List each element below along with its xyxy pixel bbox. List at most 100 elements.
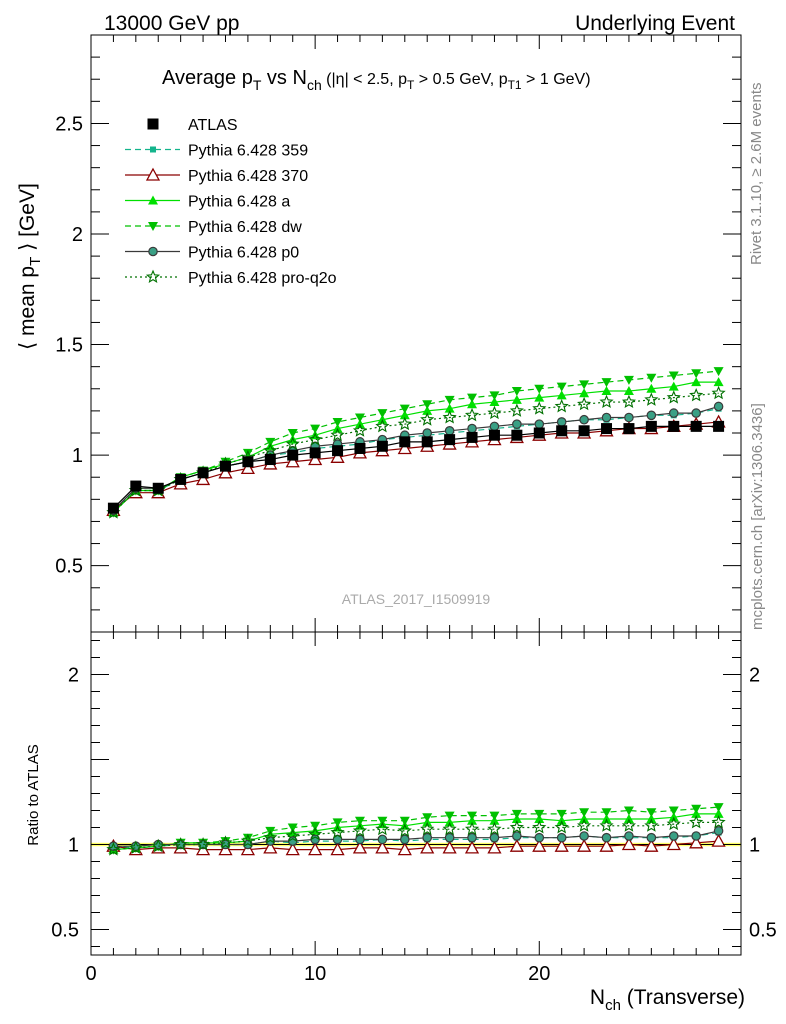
series-line xyxy=(113,813,719,851)
data-point xyxy=(601,412,612,423)
data-point xyxy=(534,384,545,394)
data-point xyxy=(397,823,412,837)
data-point xyxy=(263,443,278,457)
data-point xyxy=(422,405,433,415)
data-point xyxy=(623,806,634,816)
data-point xyxy=(467,423,477,434)
data-point xyxy=(668,371,679,381)
analysis-watermark: ATLAS_2017_I1509919 xyxy=(342,591,491,607)
data-point xyxy=(489,421,500,432)
data-point xyxy=(242,456,254,468)
data-point xyxy=(711,385,726,400)
data-point xyxy=(330,449,345,463)
data-point xyxy=(444,434,456,446)
data-point xyxy=(130,480,142,492)
data-point xyxy=(420,840,435,854)
data-point xyxy=(195,837,211,851)
data-point xyxy=(399,834,410,845)
data-point xyxy=(310,821,321,831)
data-point xyxy=(601,378,612,388)
data-point xyxy=(175,473,187,485)
data-point xyxy=(599,838,614,852)
legend-entry: Pythia 6.428 370 xyxy=(125,167,308,185)
data-point xyxy=(646,383,657,393)
series-3 xyxy=(108,367,724,518)
data-point xyxy=(397,842,412,856)
data-point xyxy=(377,409,388,419)
data-point xyxy=(285,828,300,843)
data-point xyxy=(128,840,143,854)
data-point xyxy=(352,840,368,854)
data-point xyxy=(601,808,612,818)
data-point xyxy=(644,392,659,406)
data-point xyxy=(442,840,457,854)
data-point xyxy=(646,410,657,421)
data-point xyxy=(263,830,278,844)
data-point xyxy=(624,831,634,841)
data-point xyxy=(264,454,276,466)
data-point xyxy=(713,367,724,377)
series-line xyxy=(113,421,719,511)
data-point xyxy=(489,391,500,401)
data-point xyxy=(152,482,164,494)
ratio-y-tick-label: 2 xyxy=(68,665,79,687)
legend-label: ATLAS xyxy=(188,117,238,134)
data-point xyxy=(422,813,433,823)
x-tick-label: 20 xyxy=(528,963,550,985)
data-point xyxy=(668,831,679,841)
data-point xyxy=(444,811,455,821)
y-tick-label: 2.5 xyxy=(55,113,83,135)
data-point xyxy=(509,838,524,852)
data-point xyxy=(263,840,278,854)
ratio-y-tick-label: 1 xyxy=(68,835,79,857)
data-point xyxy=(601,832,612,843)
legend-label: Pythia 6.428 359 xyxy=(188,143,308,160)
data-point xyxy=(352,423,368,437)
legend-marker xyxy=(148,195,158,205)
data-point xyxy=(577,838,592,852)
legend-entry: ATLAS xyxy=(147,117,238,134)
data-point xyxy=(242,833,253,843)
data-point xyxy=(467,811,478,821)
data-point xyxy=(713,803,724,813)
data-point xyxy=(310,424,321,434)
data-point xyxy=(691,377,702,387)
data-point xyxy=(644,818,659,832)
legend-entry: Pythia 6.428 p0 xyxy=(125,245,299,262)
legend-marker xyxy=(148,246,158,257)
legend-label: Pythia 6.428 dw xyxy=(188,219,302,236)
legend-marker xyxy=(145,269,161,284)
ratio-plot-panel: 0 10 20 0.5 0.5 1 1 2 2 Ratio to ATLAS xyxy=(25,631,777,985)
data-point xyxy=(308,826,323,841)
data-point xyxy=(397,416,412,431)
data-point xyxy=(422,832,433,843)
data-point xyxy=(330,825,345,839)
legend-label: Pythia 6.428 370 xyxy=(188,168,308,185)
data-point xyxy=(711,814,726,829)
data-point xyxy=(375,418,390,433)
x-axis-label: Nch (Transverse) xyxy=(590,986,745,1014)
data-point xyxy=(218,465,233,479)
legend-entry: Pythia 6.428 pro-q2o xyxy=(125,269,337,287)
data-point xyxy=(308,842,323,856)
data-point xyxy=(577,818,592,832)
data-point xyxy=(532,401,547,415)
data-point xyxy=(623,385,634,395)
data-point xyxy=(489,832,500,843)
data-point xyxy=(623,375,634,385)
data-point xyxy=(689,387,704,402)
data-point xyxy=(355,834,365,845)
data-point xyxy=(579,388,590,398)
data-point xyxy=(511,394,522,404)
data-point xyxy=(624,412,634,423)
legend-label: Pythia 6.428 pro-q2o xyxy=(188,270,337,287)
data-point xyxy=(330,427,345,442)
data-point xyxy=(713,401,724,412)
data-point xyxy=(240,461,255,475)
data-point xyxy=(422,400,433,410)
data-point xyxy=(442,410,457,424)
data-point xyxy=(332,445,344,457)
data-point xyxy=(464,821,480,836)
data-point xyxy=(488,429,500,441)
y-tick-label: 1 xyxy=(72,445,83,467)
